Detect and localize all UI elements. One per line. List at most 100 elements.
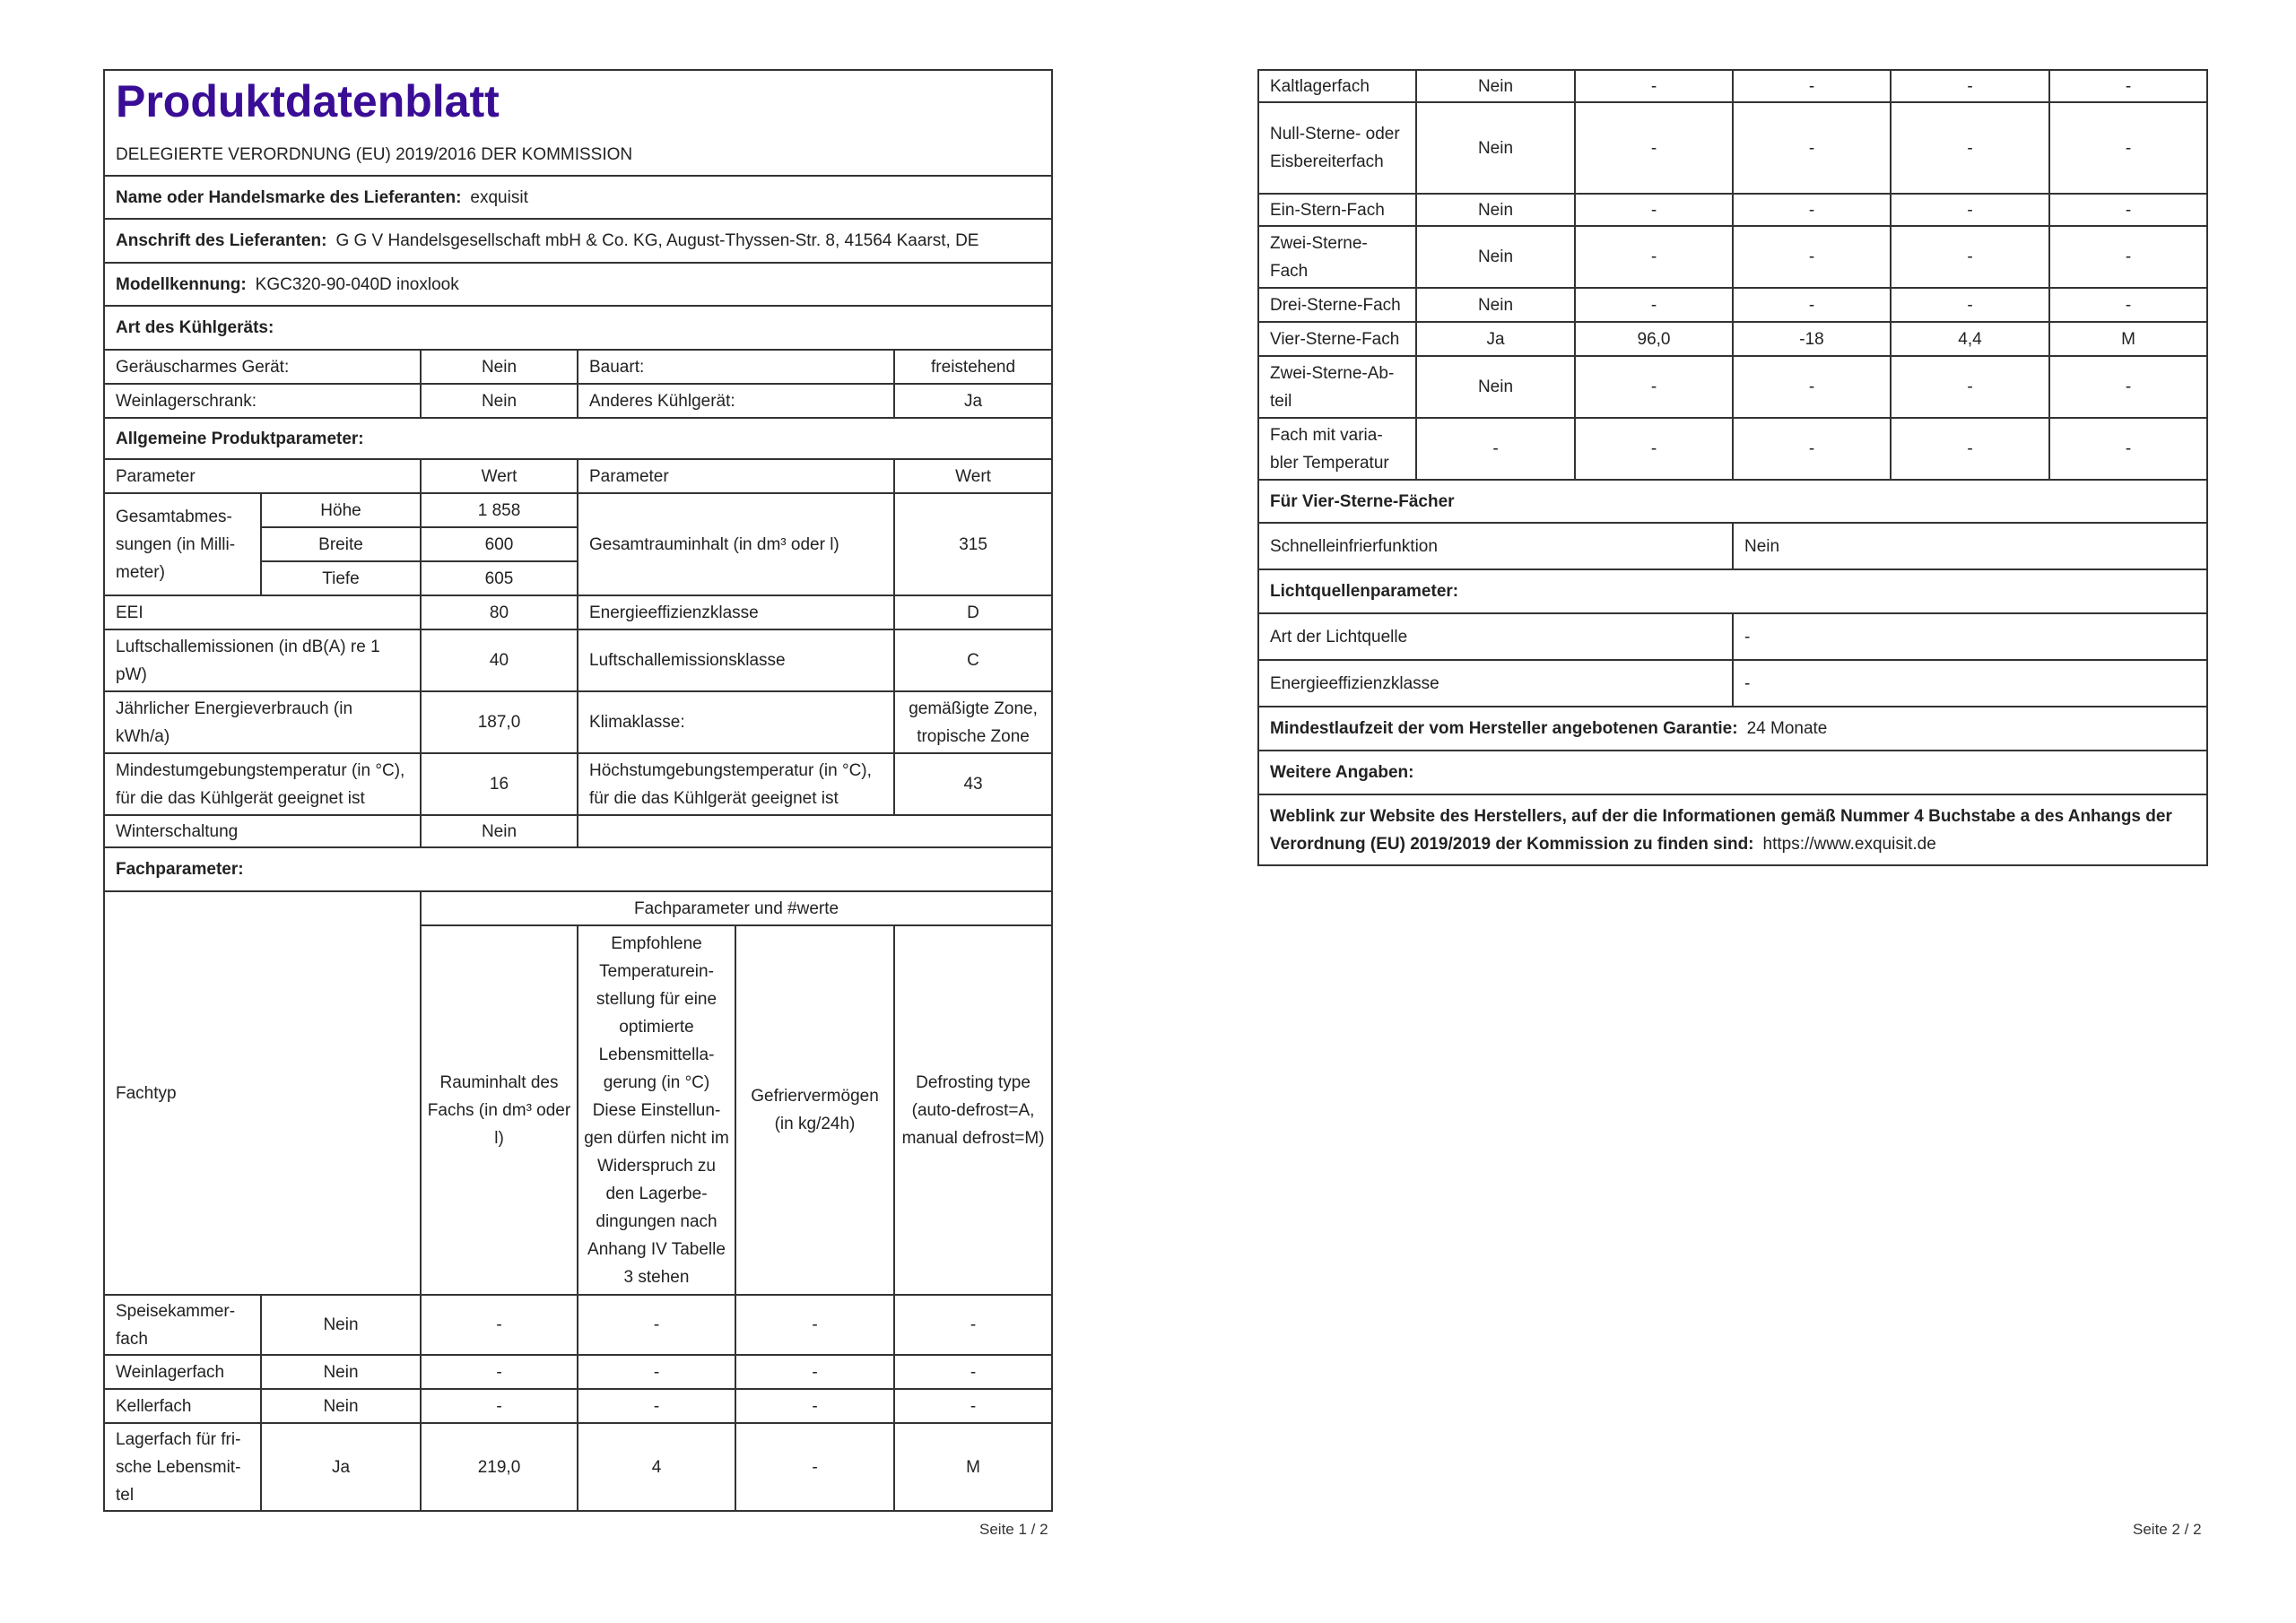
supplier-address-label: Anschrift des Lieferanten:	[116, 231, 327, 250]
weblink-label: Weblink zur Website des Herstellers, auf…	[1270, 806, 2172, 854]
compartment-value-2: -	[1732, 417, 1892, 481]
low-noise-value: Nein	[420, 349, 578, 385]
light-heading: Lichtquellenparameter:	[1257, 568, 2208, 614]
compartment-rows-page-2: Kaltlagerfach Nein - - - - Null-Sterne- oder E…	[1257, 69, 2208, 481]
compartment-present: Nein	[260, 1354, 422, 1390]
regulation-subtitle: DELEGIERTE VERORDNUNG (EU) 2019/2016 DER…	[116, 145, 633, 164]
width-label: Breite	[260, 526, 422, 562]
compartment-present: Nein	[1415, 101, 1576, 195]
compartment-name: Ein-Stern-Fach	[1257, 193, 1417, 227]
compartment-name: Speisekammer­fach	[103, 1294, 262, 1356]
height-value: 1 858	[420, 492, 578, 528]
compartment-value-1: -	[420, 1354, 578, 1390]
warranty-label: Mindestlaufzeit der vom Hersteller angeb…	[1270, 719, 1738, 738]
compartment-value-2: -	[1732, 101, 1892, 195]
compartment-value-1: -	[1574, 417, 1734, 481]
col-temperature: Empfohlene Temperaturein­stellung für ei…	[577, 924, 736, 1296]
volume-value: 315	[892, 492, 1054, 596]
annual-energy-value: 187,0	[420, 690, 578, 754]
other-device-label: Anderes Kühlgerät:	[577, 383, 895, 419]
compartment-value-2: -	[1732, 69, 1892, 103]
other-device-value: Ja	[892, 383, 1054, 419]
light-type-value: -	[1732, 612, 2208, 661]
noise-value: 40	[420, 629, 578, 692]
compartment-name: Drei-Sterne-Fach	[1257, 287, 1417, 323]
compartment-row: Lagerfach für fri­sche Lebensmit­tel Ja 21…	[103, 1422, 1054, 1512]
compartment-row: Zwei-Ster­ne-Fach Nein - - - -	[1257, 225, 2208, 289]
col-value: Wert	[420, 458, 578, 494]
col-defrost: Defrosting ty­pe (auto-de­frost=A, manu­…	[892, 924, 1054, 1296]
compartment-value-4: -	[2048, 101, 2208, 195]
compartment-name: Zwei-Sterne-Ab­teil	[1257, 355, 1417, 419]
compartment-value-3: -	[1890, 193, 2050, 227]
compartment-value-4: -	[2048, 287, 2208, 323]
compartment-value-1: -	[1574, 101, 1734, 195]
compartment-name: Null-Sterne- oder Eisbereiter­fach	[1257, 101, 1417, 195]
compartment-present: Nein	[1415, 355, 1576, 419]
four-star-heading: Für Vier-Sterne-Fächer	[1257, 479, 2208, 524]
datasheet-page-1: Produktdatenblatt DELEGIERTE VERORDNUNG …	[102, 69, 1054, 1512]
supplier-name-row: Name oder Handelsmarke des Lieferanten: e…	[102, 175, 1054, 220]
compartment-rows-page-1: Speisekammer­fach Nein - - - - Weinlagerfach Ne…	[103, 1294, 1054, 1512]
col-volume: Rauminhalt des Fachs (in dm³ oder l)	[420, 924, 578, 1296]
compartment-value-3: -	[1890, 69, 2050, 103]
compartment-value-3: -	[1890, 225, 2050, 289]
compartment-row: Vier-Sterne-Fach Ja 96,0 -18 4,4 M	[1257, 321, 2208, 357]
compartment-present: Nein	[260, 1388, 422, 1424]
compartment-row: Speisekammer­fach Nein - - - -	[103, 1294, 1054, 1356]
page-number-2: Seite 2 / 2	[2133, 1521, 2202, 1538]
compartment-name: Fach mit varia­bler Temperatur	[1257, 417, 1417, 481]
compartment-value-3: 4,4	[1890, 321, 2050, 357]
winter-value: Nein	[420, 814, 578, 848]
max-temp-label: Höchstumgebungstemperatur (in °C), für d…	[577, 752, 895, 816]
title-cell: Produktdatenblatt DELEGIERTE VERORDNUNG …	[102, 69, 1054, 177]
compartment-value-4: -	[2048, 225, 2208, 289]
noise-label: Luftschallemissionen (in dB(A) re 1 pW)	[103, 629, 422, 692]
compartment-row: Weinlagerfach Nein - - - -	[103, 1354, 1054, 1390]
col-parameter-2: Parameter	[577, 458, 895, 494]
compartment-value-3: -	[1890, 417, 2050, 481]
compartment-present: -	[1415, 417, 1576, 481]
light-type-label: Art der Lichtquelle	[1257, 612, 1734, 661]
compartment-value-2: -	[577, 1294, 736, 1356]
compartment-value-3: -	[1890, 101, 2050, 195]
min-temp-label: Mindestumgebungstemperatur (in °C), für …	[103, 752, 422, 816]
model-value: KGC320-90-040D inoxlook	[255, 274, 459, 294]
compartment-value-2: -	[577, 1388, 736, 1424]
compartment-row: Fach mit varia­bler Temperatur - - - - -	[1257, 417, 2208, 481]
compartment-value-1: -	[420, 1294, 578, 1356]
col-value-2: Wert	[892, 458, 1054, 494]
eei-value: 80	[420, 595, 578, 630]
compartment-value-1: -	[420, 1388, 578, 1424]
height-label: Höhe	[260, 492, 422, 528]
general-heading: Allgemeine Produktparameter:	[102, 417, 1054, 460]
compartment-value-4: -	[892, 1388, 1054, 1424]
compartment-row: Null-Sterne- oder Eisbereiter­fach Nein - -…	[1257, 101, 2208, 195]
compartment-name: Vier-Sterne-Fach	[1257, 321, 1417, 357]
compartment-present: Nein	[1415, 69, 1576, 103]
model-label: Modellkennung:	[116, 274, 247, 294]
compartment-row: Ein-Stern-Fach Nein - - - -	[1257, 193, 2208, 227]
supplier-name-value: exquisit	[470, 187, 528, 207]
compartment-value-4: M	[892, 1422, 1054, 1512]
compartment-value-4: -	[2048, 69, 2208, 103]
compartment-value-3: -	[1890, 287, 2050, 323]
wine-cabinet-value: Nein	[420, 383, 578, 419]
compartment-value-2: -	[577, 1354, 736, 1390]
compartment-value-4: -	[2048, 193, 2208, 227]
compartment-value-3: -	[1890, 355, 2050, 419]
fast-freeze-label: Schnelleinfrierfunktion	[1257, 522, 1734, 570]
compartment-value-2: -	[1732, 193, 1892, 227]
compartment-value-4: -	[2048, 417, 2208, 481]
compartment-value-1: -	[1574, 355, 1734, 419]
compartment-value-1: 219,0	[420, 1422, 578, 1512]
weblink-value[interactable]: https://www.exquisit.de	[1762, 834, 1936, 854]
compartment-row: Kaltlagerfach Nein - - - -	[1257, 69, 2208, 103]
compartment-value-3: -	[735, 1422, 895, 1512]
compartment-value-1: -	[1574, 69, 1734, 103]
compartment-value-3: -	[735, 1294, 895, 1356]
width-value: 600	[420, 526, 578, 562]
warranty-row: Mindestlaufzeit der vom Hersteller angeb…	[1257, 706, 2208, 751]
design-label: Bauart:	[577, 349, 895, 385]
compartment-value-4: M	[2048, 321, 2208, 357]
